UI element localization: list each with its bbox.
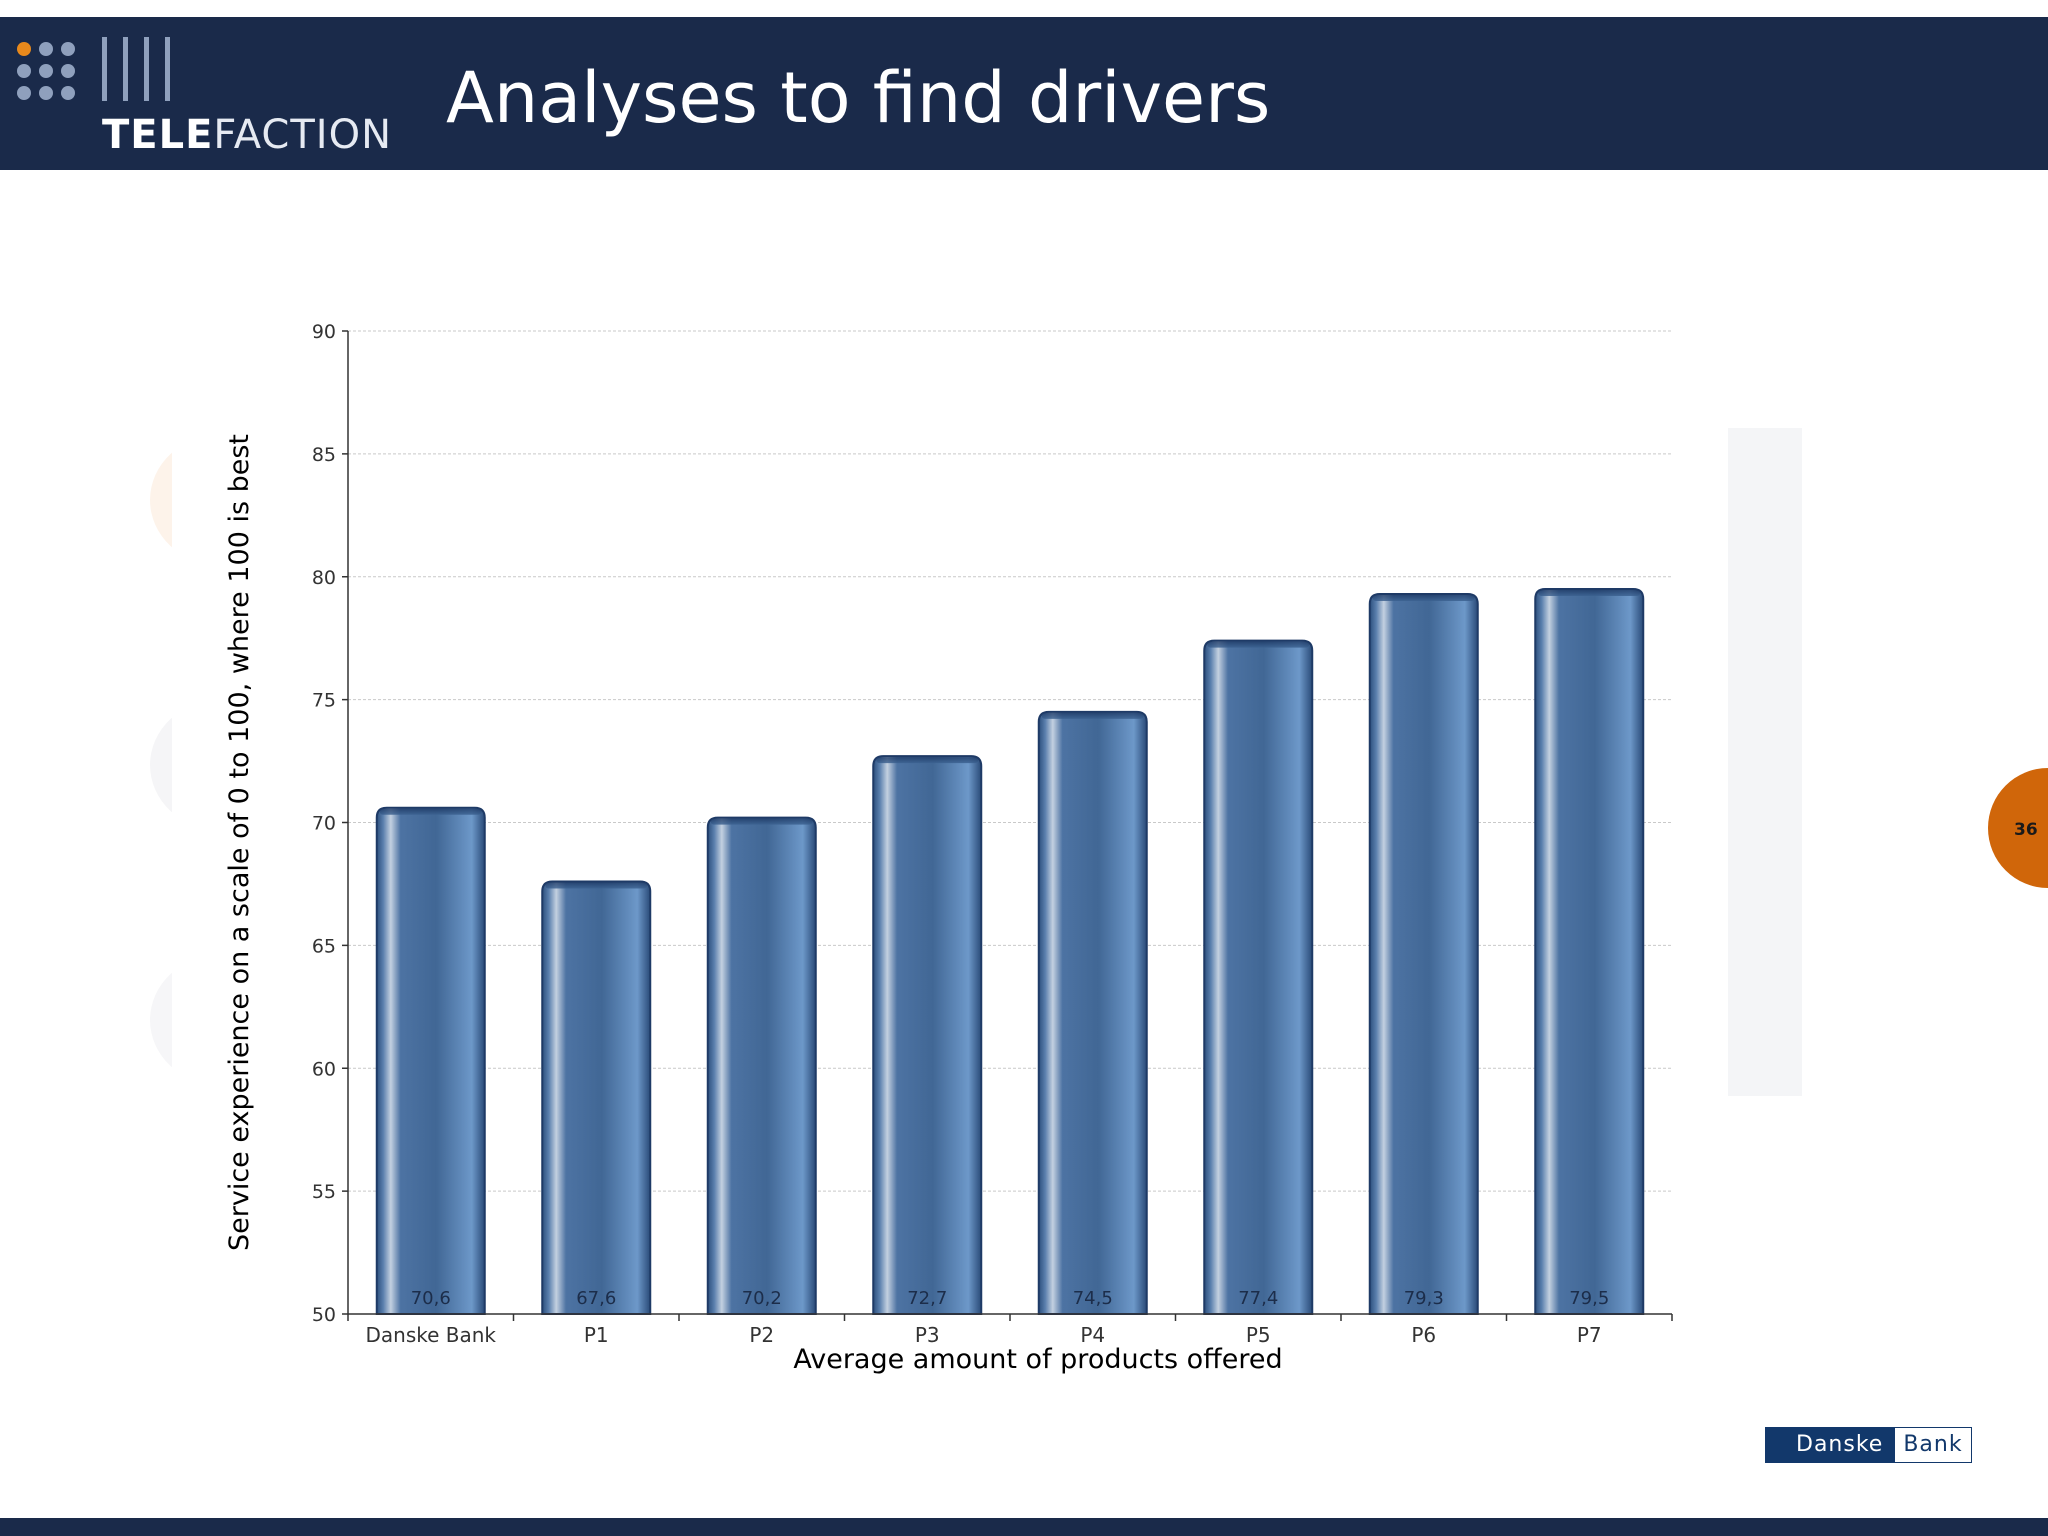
- danske-bank-logo: Danske Bank: [1765, 1427, 1972, 1463]
- data-label: 77,4: [1238, 1288, 1278, 1309]
- bar-danske-bank: [375, 806, 486, 1315]
- bar-body: [1203, 639, 1314, 1315]
- y-tick-label: 85: [312, 444, 336, 466]
- footer-bar: [0, 1518, 2048, 1536]
- x-tick-label: P5: [1246, 1323, 1271, 1347]
- data-label: 70,2: [742, 1288, 782, 1309]
- logo-wordmark: TELEFACTION: [102, 112, 392, 158]
- header-bar: TELEFACTION Analyses to find drivers: [0, 17, 2048, 170]
- y-tick-label: 50: [312, 1304, 336, 1326]
- y-tick-label: 75: [312, 690, 336, 712]
- bar-p3: [872, 755, 983, 1315]
- x-tick-label: P6: [1411, 1323, 1436, 1347]
- x-axis-title: Average amount of products offered: [793, 1344, 1282, 1375]
- x-tick-label: P1: [584, 1323, 609, 1347]
- telefaction-logo-icon: [17, 37, 170, 101]
- y-tick-label: 70: [312, 813, 336, 835]
- bar-p6: [1368, 592, 1479, 1315]
- bar-p4: [1037, 710, 1148, 1315]
- bar-body: [375, 806, 486, 1315]
- logo-wordmark-bold: TELE: [102, 112, 214, 158]
- y-tick-label: 80: [312, 567, 336, 589]
- bar-cap: [1372, 594, 1475, 601]
- data-label: 79,3: [1404, 1288, 1444, 1309]
- top-strip: [0, 0, 2048, 17]
- bar-body: [541, 880, 652, 1315]
- bar-p7: [1534, 588, 1645, 1315]
- background-panel: [1728, 428, 1802, 1096]
- x-tick-label: P3: [915, 1323, 940, 1347]
- bar-cap: [379, 808, 482, 815]
- bar-cap: [710, 818, 813, 825]
- bar-cap: [876, 757, 979, 764]
- bar-cap: [1207, 641, 1310, 648]
- y-axis-title: Service experience on a scale of 0 to 10…: [224, 434, 255, 1251]
- bar-p2: [706, 816, 817, 1315]
- bar-cap: [545, 882, 648, 889]
- bar-body: [1037, 710, 1148, 1315]
- bar-cap: [1538, 590, 1641, 597]
- bar-body: [1368, 592, 1479, 1315]
- data-label: 70,6: [411, 1288, 451, 1309]
- x-tick-label: Danske Bank: [365, 1323, 496, 1347]
- logo-wordmark-light: FACTION: [213, 112, 392, 158]
- page-title: Analyses to find drivers: [446, 57, 1271, 139]
- x-tick-label: P7: [1577, 1323, 1602, 1347]
- y-tick-label: 65: [312, 935, 336, 957]
- bank-logo-right: Bank: [1895, 1428, 1971, 1462]
- bar-body: [1534, 588, 1645, 1315]
- data-label: 74,5: [1073, 1288, 1113, 1309]
- data-label: 67,6: [576, 1288, 616, 1309]
- data-label: 72,7: [907, 1288, 947, 1309]
- bar-cap: [1041, 712, 1144, 719]
- x-tick-label: P4: [1080, 1323, 1105, 1347]
- bar-p1: [541, 880, 652, 1315]
- bar-body: [706, 816, 817, 1315]
- x-tick-label: P2: [749, 1323, 774, 1347]
- data-label: 79,5: [1569, 1288, 1609, 1309]
- page-number: 36: [2014, 820, 2038, 840]
- y-tick-label: 90: [312, 321, 336, 343]
- bar-body: [872, 755, 983, 1315]
- bank-logo-left: Danske: [1766, 1428, 1896, 1462]
- background-cover: [172, 420, 292, 1100]
- bar-p5: [1203, 639, 1314, 1315]
- y-tick-label: 60: [312, 1058, 336, 1080]
- y-tick-label: 55: [312, 1181, 336, 1203]
